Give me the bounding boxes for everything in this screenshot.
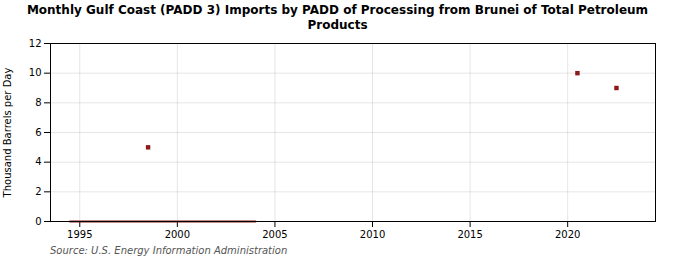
svg-text:1995: 1995 [67,229,92,240]
svg-text:8: 8 [35,97,41,108]
svg-text:2000: 2000 [165,229,190,240]
svg-text:6: 6 [35,127,41,138]
svg-text:10: 10 [29,67,42,78]
svg-text:12: 12 [29,38,42,49]
svg-text:0: 0 [35,216,41,227]
svg-text:2010: 2010 [360,229,385,240]
svg-text:2020: 2020 [555,229,580,240]
svg-text:Thousand Barrels per Day: Thousand Barrels per Day [2,68,13,199]
html-text:Source: U.S. Energy Informatio: Source: U.S. Energy Information Administ… [50,245,288,256]
svg-text:4: 4 [35,156,41,167]
svg-text:2015: 2015 [457,229,482,240]
svg-text:2: 2 [35,186,41,197]
svg-text:2005: 2005 [262,229,287,240]
html-text:Monthly Gulf Coast (PADD 3) Im: Monthly Gulf Coast (PADD 3) Imports by P… [26,3,649,32]
